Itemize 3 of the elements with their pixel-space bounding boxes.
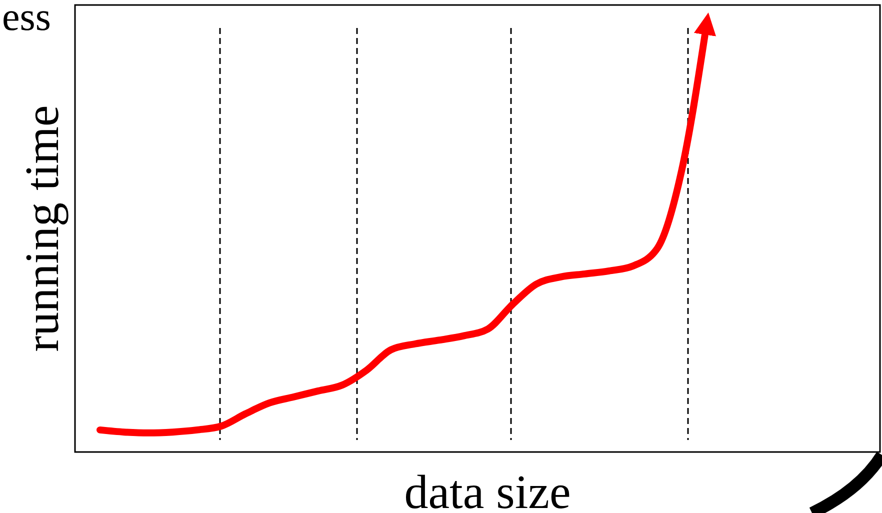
y-axis-title: running time [16,105,69,352]
x-axis-title: data size [404,466,571,513]
text: ess [2,0,51,39]
